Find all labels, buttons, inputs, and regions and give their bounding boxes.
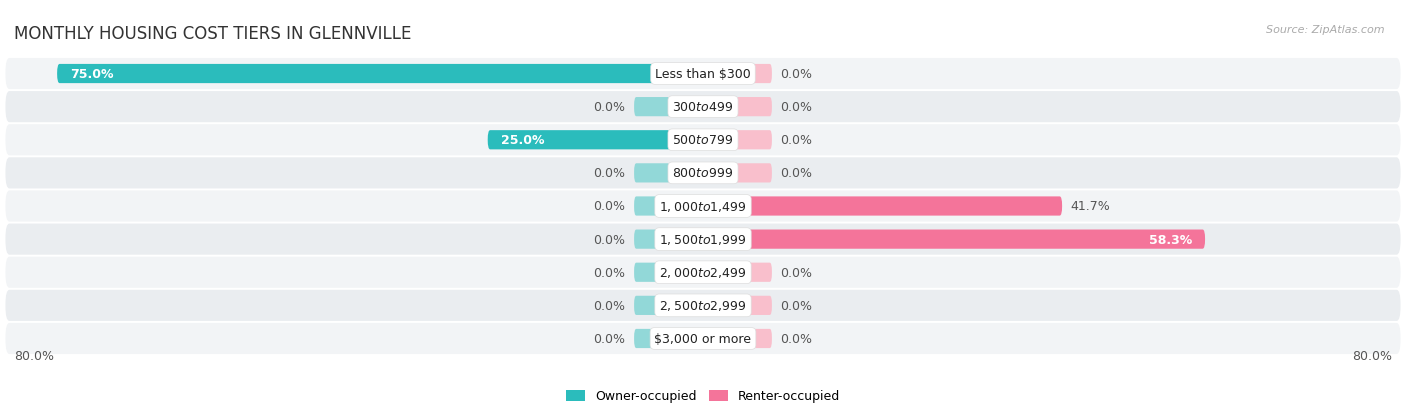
FancyBboxPatch shape xyxy=(6,125,1400,156)
Text: Less than $300: Less than $300 xyxy=(655,68,751,81)
FancyBboxPatch shape xyxy=(634,263,703,282)
FancyBboxPatch shape xyxy=(634,164,703,183)
FancyBboxPatch shape xyxy=(6,290,1400,321)
Text: 0.0%: 0.0% xyxy=(593,299,626,312)
Legend: Owner-occupied, Renter-occupied: Owner-occupied, Renter-occupied xyxy=(561,385,845,408)
Text: 0.0%: 0.0% xyxy=(780,299,813,312)
FancyBboxPatch shape xyxy=(703,131,772,150)
FancyBboxPatch shape xyxy=(703,65,772,84)
FancyBboxPatch shape xyxy=(6,158,1400,189)
Text: Source: ZipAtlas.com: Source: ZipAtlas.com xyxy=(1267,25,1385,35)
Text: 0.0%: 0.0% xyxy=(593,200,626,213)
Text: $2,500 to $2,999: $2,500 to $2,999 xyxy=(659,299,747,313)
FancyBboxPatch shape xyxy=(703,296,772,315)
FancyBboxPatch shape xyxy=(6,323,1400,354)
FancyBboxPatch shape xyxy=(6,191,1400,222)
FancyBboxPatch shape xyxy=(703,329,772,348)
FancyBboxPatch shape xyxy=(703,164,772,183)
Text: $300 to $499: $300 to $499 xyxy=(672,101,734,114)
Text: $2,000 to $2,499: $2,000 to $2,499 xyxy=(659,266,747,280)
Text: 25.0%: 25.0% xyxy=(501,134,544,147)
Text: 0.0%: 0.0% xyxy=(780,332,813,345)
Text: 0.0%: 0.0% xyxy=(780,68,813,81)
FancyBboxPatch shape xyxy=(634,296,703,315)
FancyBboxPatch shape xyxy=(703,98,772,117)
Text: 41.7%: 41.7% xyxy=(1071,200,1111,213)
Text: 0.0%: 0.0% xyxy=(780,134,813,147)
FancyBboxPatch shape xyxy=(6,224,1400,255)
FancyBboxPatch shape xyxy=(488,131,703,150)
Text: $3,000 or more: $3,000 or more xyxy=(655,332,751,345)
Text: 80.0%: 80.0% xyxy=(14,349,53,363)
FancyBboxPatch shape xyxy=(6,92,1400,123)
Text: 0.0%: 0.0% xyxy=(780,167,813,180)
FancyBboxPatch shape xyxy=(634,329,703,348)
Text: 0.0%: 0.0% xyxy=(593,101,626,114)
FancyBboxPatch shape xyxy=(634,197,703,216)
FancyBboxPatch shape xyxy=(634,98,703,117)
Text: 58.3%: 58.3% xyxy=(1149,233,1192,246)
Text: $1,500 to $1,999: $1,500 to $1,999 xyxy=(659,233,747,247)
FancyBboxPatch shape xyxy=(634,230,703,249)
FancyBboxPatch shape xyxy=(58,65,703,84)
Text: 0.0%: 0.0% xyxy=(780,101,813,114)
Text: 80.0%: 80.0% xyxy=(1353,349,1392,363)
Text: 0.0%: 0.0% xyxy=(780,266,813,279)
Text: 0.0%: 0.0% xyxy=(593,167,626,180)
Text: 0.0%: 0.0% xyxy=(593,233,626,246)
Text: 0.0%: 0.0% xyxy=(593,266,626,279)
FancyBboxPatch shape xyxy=(6,257,1400,288)
Text: 75.0%: 75.0% xyxy=(70,68,114,81)
FancyBboxPatch shape xyxy=(703,263,772,282)
Text: $800 to $999: $800 to $999 xyxy=(672,167,734,180)
FancyBboxPatch shape xyxy=(703,230,1205,249)
FancyBboxPatch shape xyxy=(703,197,1062,216)
Text: $1,000 to $1,499: $1,000 to $1,499 xyxy=(659,199,747,214)
FancyBboxPatch shape xyxy=(6,59,1400,90)
Text: MONTHLY HOUSING COST TIERS IN GLENNVILLE: MONTHLY HOUSING COST TIERS IN GLENNVILLE xyxy=(14,24,412,43)
Text: $500 to $799: $500 to $799 xyxy=(672,134,734,147)
Text: 0.0%: 0.0% xyxy=(593,332,626,345)
